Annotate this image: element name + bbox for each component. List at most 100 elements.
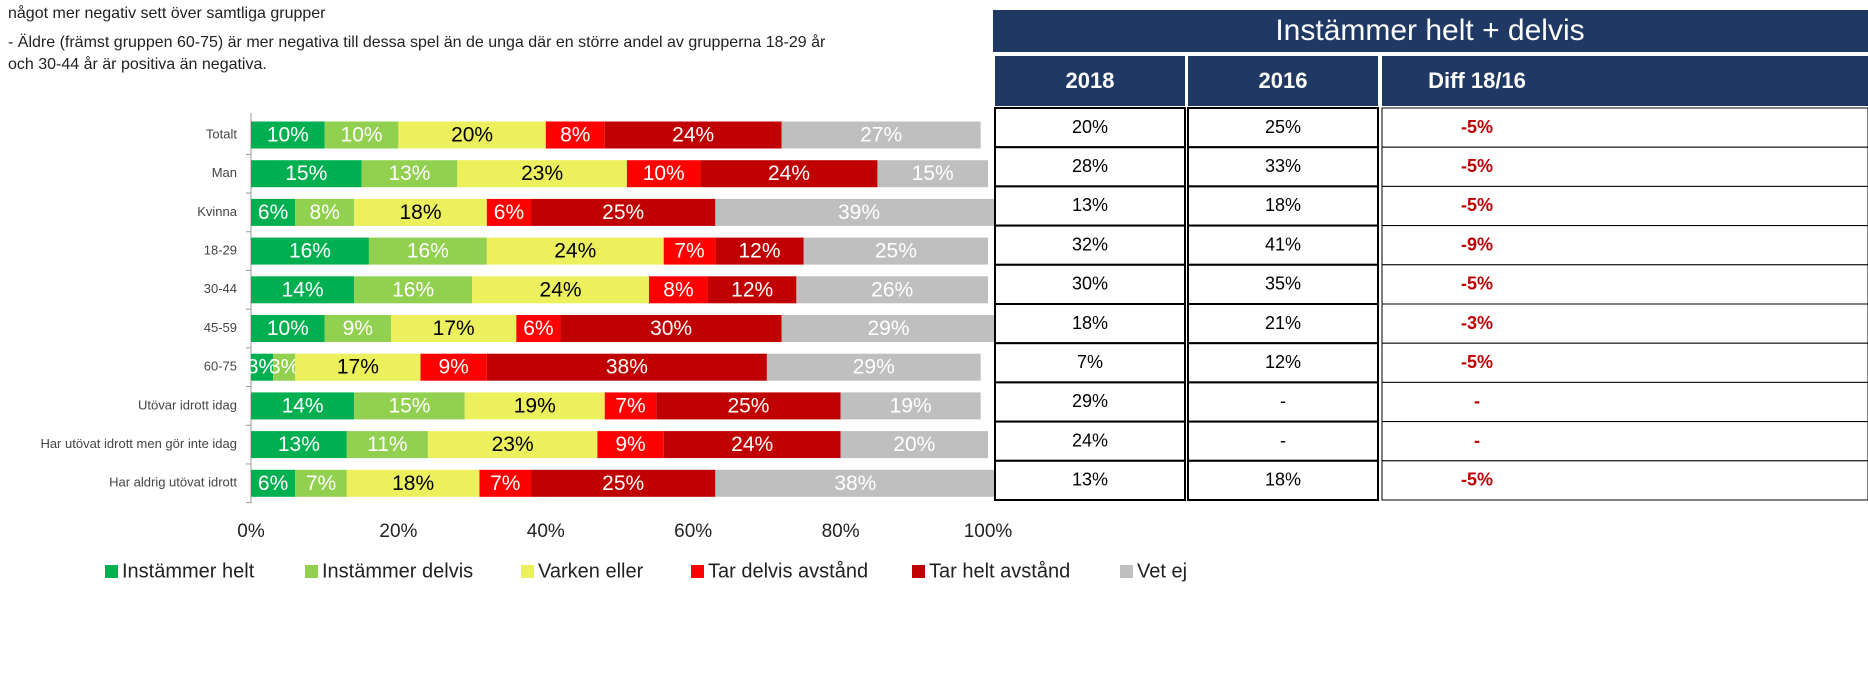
bar-segment [803, 237, 988, 265]
bar-segment [295, 198, 355, 226]
table-cell [1381, 146, 1868, 187]
table-cell [1381, 421, 1868, 462]
bar-label: 7% [615, 394, 645, 417]
bar-segment [361, 160, 458, 188]
table-cell [994, 342, 1186, 384]
cell-value: -5% [1461, 195, 1493, 215]
cell-value: 7% [1077, 352, 1103, 372]
bar-label: 11% [367, 433, 407, 456]
legend-label: Tar delvis avstånd [708, 560, 868, 582]
x-tick-label: 80% [822, 521, 860, 542]
bar-label: 16% [289, 240, 331, 263]
table-cell [1187, 185, 1379, 227]
bar-label: 10% [267, 124, 309, 147]
bar-label: 6% [258, 472, 288, 495]
table-cell [1187, 263, 1379, 305]
bar-segment [398, 121, 546, 149]
bar-label: 20% [451, 124, 493, 147]
cell-value: -5% [1461, 117, 1493, 137]
bar-segment [354, 392, 465, 420]
bar-segment [251, 315, 325, 342]
bar-segment [486, 353, 767, 381]
header-cell [995, 56, 1185, 106]
bar-segment [251, 353, 274, 381]
bar-segment [486, 198, 532, 226]
x-tick-label: 100% [964, 521, 1013, 542]
bar-segment [531, 198, 716, 226]
cell-value: 33% [1265, 156, 1301, 176]
header-label: Diff 18/16 [1428, 68, 1526, 93]
bar-segment [251, 121, 325, 149]
bar-segment [251, 198, 296, 226]
table-title: Instämmer helt + delvis [1275, 14, 1584, 47]
table-cell [1381, 264, 1868, 305]
cell-value: 13% [1072, 195, 1108, 215]
bar-segment [781, 315, 996, 342]
bar-label: 7% [490, 472, 520, 495]
cell-value: 35% [1265, 274, 1301, 294]
cell-value: 18% [1072, 313, 1108, 333]
bar-segment [391, 315, 517, 342]
bar-label: 18% [392, 472, 434, 495]
category-label: 30-44 [204, 281, 237, 296]
legend-swatch [912, 565, 925, 578]
legend-label: Tar helt avstånd [929, 560, 1070, 582]
category-label: Man [212, 165, 237, 180]
bar-label: 25% [875, 240, 917, 263]
legend-label: Instämmer helt [122, 560, 255, 582]
cell-value: 32% [1072, 234, 1108, 254]
bar-segment [560, 315, 782, 342]
category-label: 60-75 [204, 359, 237, 374]
bar-label: 25% [602, 472, 644, 495]
bar-label: 13% [388, 162, 430, 185]
cell-value: -5% [1461, 352, 1493, 372]
bar-segment [796, 276, 988, 304]
note-line: och 30-44 år är positiva än negativa. [8, 55, 267, 73]
category-label: Utövar idrott idag [138, 397, 237, 412]
cell-value: - [1474, 430, 1480, 450]
table-cell [1187, 459, 1379, 501]
bar-segment [715, 469, 996, 497]
bar-segment [604, 121, 782, 149]
legend-label: Instämmer delvis [322, 560, 473, 582]
bar-label: 16% [392, 278, 434, 301]
bar-segment [840, 392, 981, 420]
note-line: - Äldre (främst gruppen 60-75) är mer ne… [8, 33, 826, 51]
bar-label: 24% [672, 124, 714, 147]
cell-value: 28% [1072, 156, 1108, 176]
bar-segment [368, 237, 487, 265]
bar-segment [877, 160, 988, 188]
header-cell [1382, 56, 1868, 106]
bar-label: 17% [337, 356, 379, 379]
bar-segment [295, 469, 347, 497]
category-label: Kvinna [197, 204, 238, 219]
bar-segment [715, 237, 804, 265]
table-cell [994, 381, 1186, 423]
bar-label: 23% [492, 433, 534, 456]
table-cell [1187, 146, 1379, 188]
category-label: Totalt [206, 126, 237, 141]
legend-swatch [105, 565, 118, 578]
bar-label: 26% [871, 278, 913, 301]
table-cell [1381, 303, 1868, 344]
x-tick-label: 0% [237, 521, 265, 542]
bar-label: 19% [514, 394, 556, 417]
bar-label: 10% [643, 162, 685, 185]
bar-segment [324, 315, 392, 342]
bar-segment [354, 198, 487, 226]
bar-segment [766, 353, 981, 381]
bar-label: 39% [838, 201, 880, 224]
x-tick-label: 40% [527, 521, 565, 542]
table-cell [994, 420, 1186, 462]
table-cell [1381, 185, 1868, 227]
bar-label: 15% [912, 162, 954, 185]
legend-label: Vet ej [1137, 560, 1187, 582]
bar-label: 7% [674, 240, 704, 263]
bar-label: 23% [521, 162, 563, 185]
cell-value: 41% [1265, 234, 1301, 254]
bar-label: 38% [834, 472, 876, 495]
category-label: 45-59 [204, 320, 237, 335]
bar-label: 9% [438, 356, 468, 379]
cell-value: -5% [1461, 156, 1493, 176]
